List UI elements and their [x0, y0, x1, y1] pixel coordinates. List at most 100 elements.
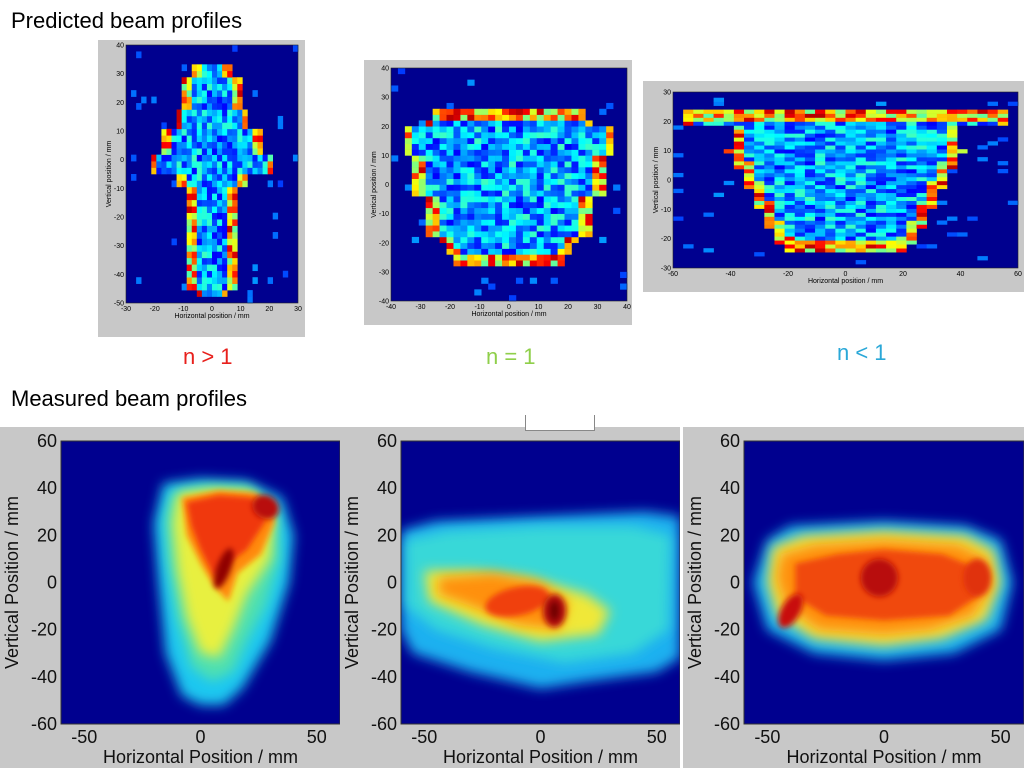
heatmap-cell: [227, 180, 233, 188]
heatmap-cell: [926, 204, 938, 209]
heatmap-cell: [693, 121, 704, 126]
heatmap-cell: [502, 254, 510, 261]
heatmap-cell: [550, 201, 558, 209]
heatmap-cell: [191, 180, 198, 188]
heatmap-cell: [212, 96, 218, 104]
heatmap-cell: [599, 184, 607, 191]
heatmap-cell: [247, 167, 253, 175]
heatmap-cell: [536, 242, 544, 249]
heatmap-cell: [886, 165, 897, 170]
heatmap-cell: [474, 120, 482, 127]
n-label-equal: n = 1: [486, 344, 536, 369]
heatmap-cell: [946, 109, 958, 114]
heatmap-cell: [232, 257, 238, 265]
heatmap-cell: [481, 248, 489, 255]
heatmap-cell: [176, 148, 182, 155]
heatmap-cell: [557, 260, 565, 267]
heatmap-cell: [222, 115, 228, 123]
y-axis-label: Vertical position / mm: [106, 141, 113, 208]
heatmap-cell: [222, 103, 228, 110]
heatmap-cell: [217, 193, 223, 201]
heatmap-cell: [467, 213, 475, 220]
heatmap-cell: [212, 193, 218, 201]
heatmap-cell: [418, 143, 426, 150]
heatmap-cell: [835, 109, 846, 114]
heatmap-cell: [825, 228, 836, 233]
heatmap-cell: [227, 135, 233, 143]
heatmap-cell: [529, 207, 538, 214]
heatmap-cell: [509, 242, 517, 249]
heatmap-cell: [835, 208, 846, 213]
heatmap-cell: [774, 236, 785, 241]
heatmap-cell: [196, 219, 203, 226]
x-tick-label: 50: [307, 727, 327, 747]
heatmap-cell: [754, 196, 765, 201]
heatmap-cell: [425, 149, 433, 156]
heatmap-cell: [825, 109, 836, 114]
heatmap-cell: [242, 135, 248, 143]
heatmap-cell: [916, 169, 927, 174]
heatmap-cell: [896, 133, 907, 138]
heatmap-cell: [713, 109, 725, 114]
heatmap-cell: [794, 188, 806, 194]
heatmap-cell: [515, 132, 524, 139]
heatmap-cell: [237, 77, 243, 84]
heatmap-cell: [865, 228, 877, 233]
heatmap-cell: [774, 165, 785, 170]
heatmap-cell: [774, 220, 785, 225]
heatmap-cell: [232, 141, 238, 149]
plot-frame: [125, 44, 299, 304]
plot-frame: [60, 440, 340, 725]
heatmap-cell: [774, 121, 785, 126]
heatmap-cell: [550, 167, 558, 174]
heatmap-cell: [926, 172, 938, 178]
heatmap-cell: [191, 161, 198, 168]
heatmap-cell: [453, 207, 461, 214]
heatmap-cell: [206, 219, 213, 226]
heatmap-cell: [509, 196, 517, 203]
heatmap-cell: [896, 228, 907, 233]
heatmap-cell: [488, 178, 496, 185]
heatmap-cell: [784, 232, 796, 237]
heatmap-cell: [232, 232, 238, 239]
heatmap-cell: [446, 201, 454, 209]
heatmap-cell: [754, 141, 765, 146]
heatmap-cell: [467, 108, 475, 115]
heatmap-cell: [292, 45, 299, 52]
heatmap-cell: [237, 83, 243, 91]
heatmap-cell: [418, 161, 426, 168]
heatmap-cell: [495, 108, 503, 115]
heatmap-cell: [815, 244, 826, 249]
heatmap-cell: [509, 295, 517, 302]
heatmap-cell: [764, 200, 775, 205]
heatmap-cell: [191, 283, 198, 291]
heatmap-cell: [257, 135, 263, 143]
heatmap-cell: [212, 180, 218, 188]
heatmap-cell: [206, 238, 213, 246]
heatmap-cell: [754, 145, 765, 150]
heatmap-cell: [411, 184, 420, 191]
heatmap-cell: [875, 240, 887, 245]
heatmap-cell: [186, 122, 193, 130]
heatmap-cell: [186, 77, 193, 84]
heatmap-cell: [509, 184, 517, 191]
heatmap-cell: [222, 277, 228, 284]
heatmap-cell: [418, 219, 426, 226]
heatmap-cell: [232, 45, 238, 52]
heatmap-cell: [222, 257, 228, 265]
heatmap-cell: [550, 213, 558, 220]
heatmap-cell: [206, 141, 213, 149]
heatmap-cell: [571, 161, 579, 168]
heatmap-cell: [474, 126, 482, 133]
heatmap-cell: [571, 231, 579, 238]
heatmap-cell: [191, 244, 198, 252]
heatmap-cell: [926, 149, 938, 154]
heatmap-cell: [467, 260, 475, 267]
heatmap-cell: [201, 109, 208, 117]
x-tick-label: 0: [844, 271, 848, 278]
heatmap-cell: [855, 169, 867, 174]
heatmap-cell: [967, 121, 978, 126]
heatmap-cell: [592, 178, 600, 185]
heatmap-cell: [460, 236, 468, 244]
heatmap-cell: [481, 190, 489, 197]
